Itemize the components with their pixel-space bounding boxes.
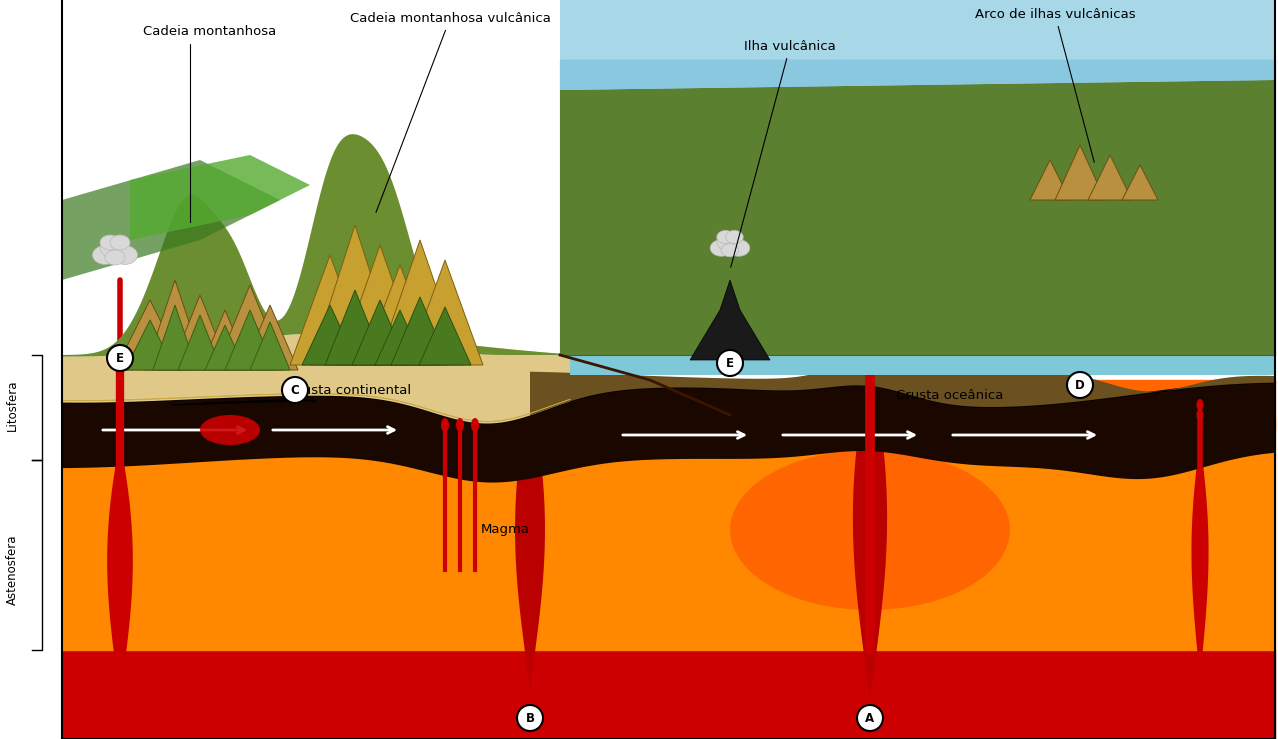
Text: Crusta oceânica: Crusta oceânica xyxy=(896,389,1003,401)
Ellipse shape xyxy=(730,450,1010,610)
Polygon shape xyxy=(63,383,1275,483)
Polygon shape xyxy=(204,325,245,370)
Polygon shape xyxy=(199,310,250,370)
Polygon shape xyxy=(311,225,400,365)
Text: Crusta continental: Crusta continental xyxy=(289,384,412,397)
Ellipse shape xyxy=(441,418,449,432)
Text: Cadeia montanhosa vulcânica: Cadeia montanhosa vulcânica xyxy=(350,12,551,212)
Polygon shape xyxy=(153,305,197,370)
Text: A: A xyxy=(865,712,874,724)
Polygon shape xyxy=(63,333,570,423)
Polygon shape xyxy=(1056,145,1105,200)
Circle shape xyxy=(518,705,543,731)
Ellipse shape xyxy=(100,236,130,259)
Circle shape xyxy=(107,345,133,371)
Polygon shape xyxy=(1122,165,1158,200)
Polygon shape xyxy=(391,297,449,365)
Circle shape xyxy=(717,350,743,376)
Polygon shape xyxy=(215,285,285,370)
Text: Litosfera: Litosfera xyxy=(5,379,18,431)
Text: Arco de ilhas vulcânicas: Arco de ilhas vulcânicas xyxy=(975,8,1135,163)
Ellipse shape xyxy=(1196,399,1204,411)
Text: E: E xyxy=(726,356,734,370)
Polygon shape xyxy=(130,155,311,240)
Ellipse shape xyxy=(456,418,464,432)
Polygon shape xyxy=(570,300,1275,375)
Polygon shape xyxy=(690,290,771,360)
Text: C: C xyxy=(290,384,299,397)
Ellipse shape xyxy=(112,245,138,265)
Ellipse shape xyxy=(726,231,744,244)
Circle shape xyxy=(858,705,883,731)
Ellipse shape xyxy=(100,235,120,250)
Polygon shape xyxy=(377,240,463,365)
Ellipse shape xyxy=(727,239,750,256)
Polygon shape xyxy=(170,295,230,370)
Circle shape xyxy=(282,377,308,403)
Ellipse shape xyxy=(92,245,118,265)
Ellipse shape xyxy=(199,415,259,445)
Polygon shape xyxy=(1088,155,1132,200)
Ellipse shape xyxy=(711,239,732,256)
Circle shape xyxy=(1067,372,1093,398)
Polygon shape xyxy=(290,255,371,365)
Ellipse shape xyxy=(1196,409,1204,421)
Polygon shape xyxy=(690,280,771,360)
Polygon shape xyxy=(351,300,408,365)
Text: Astenosfera: Astenosfera xyxy=(5,535,18,605)
Text: Magma: Magma xyxy=(481,523,529,537)
Polygon shape xyxy=(302,305,358,365)
Text: Cadeia montanhosa: Cadeia montanhosa xyxy=(143,25,276,222)
Polygon shape xyxy=(144,280,204,370)
Polygon shape xyxy=(419,307,472,365)
Polygon shape xyxy=(852,360,887,700)
Polygon shape xyxy=(374,310,426,365)
Polygon shape xyxy=(250,322,290,370)
Polygon shape xyxy=(225,310,275,370)
Ellipse shape xyxy=(110,235,130,250)
Polygon shape xyxy=(515,390,544,690)
Ellipse shape xyxy=(717,231,735,244)
Polygon shape xyxy=(560,80,1275,355)
Polygon shape xyxy=(63,134,580,357)
Polygon shape xyxy=(63,160,280,280)
Ellipse shape xyxy=(105,250,125,265)
Polygon shape xyxy=(337,245,422,365)
Polygon shape xyxy=(125,320,175,370)
Polygon shape xyxy=(242,305,298,370)
Polygon shape xyxy=(362,265,438,365)
Polygon shape xyxy=(560,60,1275,355)
Polygon shape xyxy=(107,440,133,700)
Polygon shape xyxy=(530,360,1275,415)
Polygon shape xyxy=(560,0,1275,60)
Ellipse shape xyxy=(717,231,744,251)
Polygon shape xyxy=(115,300,185,370)
Polygon shape xyxy=(1191,440,1209,680)
Polygon shape xyxy=(560,60,1275,355)
Text: B: B xyxy=(525,712,534,724)
Polygon shape xyxy=(1030,160,1070,200)
Text: Ilha vulcânica: Ilha vulcânica xyxy=(731,40,836,268)
Polygon shape xyxy=(178,315,222,370)
Text: E: E xyxy=(116,352,124,364)
Ellipse shape xyxy=(721,244,739,256)
Text: D: D xyxy=(1075,378,1085,392)
Polygon shape xyxy=(325,290,385,365)
Polygon shape xyxy=(406,260,483,365)
Polygon shape xyxy=(560,60,1275,90)
Ellipse shape xyxy=(472,418,479,432)
